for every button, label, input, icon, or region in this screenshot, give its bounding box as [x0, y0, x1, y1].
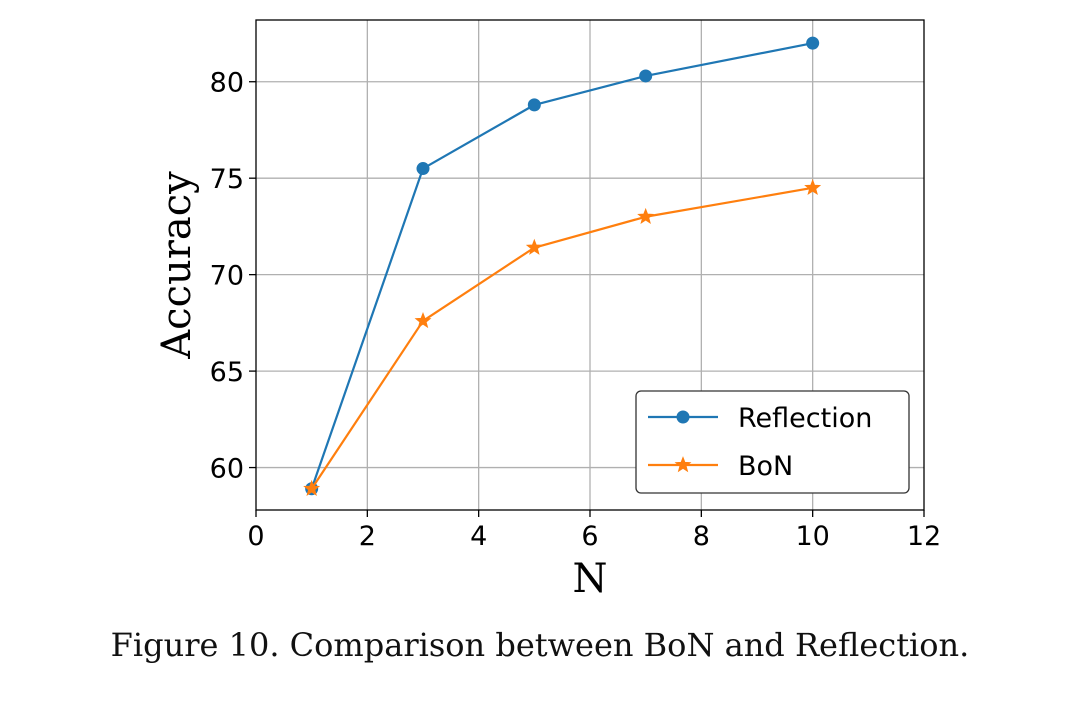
data-point-bon	[303, 479, 321, 496]
series-bon	[303, 178, 822, 496]
y-tick-label: 70	[210, 261, 244, 292]
x-tick-label: 2	[359, 521, 376, 552]
x-tick-label: 10	[795, 521, 829, 552]
data-point-reflection	[806, 36, 820, 50]
series-group	[303, 36, 822, 496]
axis-ticks: 0 2 4 6 8 10 12 60 65 70 75 80	[210, 68, 942, 552]
data-point-bon	[525, 238, 543, 255]
data-point-bon	[637, 207, 655, 224]
legend-label-reflection: Reflection	[738, 403, 872, 434]
grid	[256, 20, 924, 510]
y-tick-label: 65	[210, 357, 244, 388]
x-tick-label: 12	[907, 521, 941, 552]
series-reflection	[305, 36, 820, 496]
x-tick-label: 8	[693, 521, 710, 552]
legend-marker-bon	[674, 456, 692, 473]
y-tick-label: 60	[210, 454, 244, 485]
x-tick-label: 6	[581, 521, 598, 552]
y-tick-label: 75	[210, 164, 244, 195]
y-axis-title: Accuracy	[154, 171, 200, 360]
legend-marker-reflection	[676, 410, 690, 424]
data-point-reflection	[527, 98, 541, 112]
data-point-bon	[804, 178, 822, 196]
x-axis-title: N	[573, 556, 608, 602]
data-point-reflection	[639, 69, 653, 83]
data-point-reflection	[416, 162, 430, 176]
figure-caption: Figure 10. Comparison between BoN and Re…	[110, 626, 970, 664]
x-tick-label: 0	[247, 521, 264, 552]
legend-items: Reflection BoN	[648, 403, 872, 482]
legend: Reflection BoN	[635, 390, 910, 494]
y-tick-label: 80	[210, 68, 244, 99]
data-point-bon	[414, 312, 432, 329]
legend-label-bon: BoN	[738, 451, 793, 482]
x-tick-label: 4	[470, 521, 487, 552]
